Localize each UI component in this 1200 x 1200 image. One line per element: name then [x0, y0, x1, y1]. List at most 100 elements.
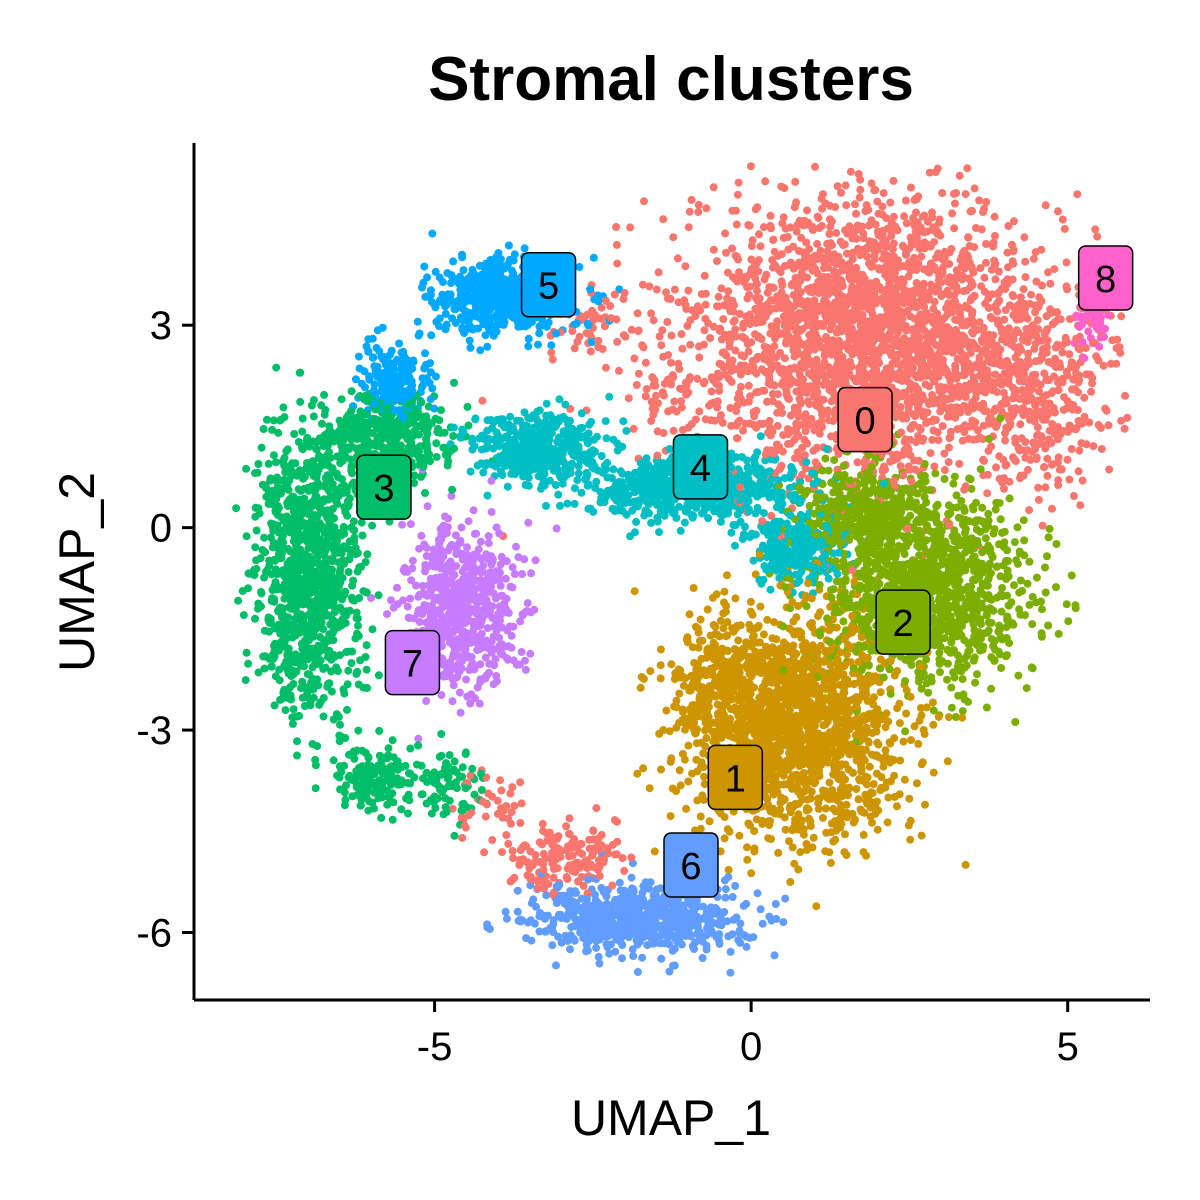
- point-cluster-0: [707, 387, 716, 396]
- point-cluster-3: [337, 395, 346, 404]
- point-cluster-0: [547, 348, 556, 357]
- point-cluster-6: [529, 895, 538, 904]
- point-cluster-0: [1058, 348, 1067, 357]
- point-cluster-1: [705, 817, 714, 826]
- point-cluster-0: [722, 248, 730, 257]
- point-cluster-0: [478, 396, 487, 405]
- point-cluster-3: [297, 684, 305, 693]
- point-cluster-5: [423, 273, 432, 282]
- point-cluster-1: [672, 696, 681, 705]
- point-cluster-1: [656, 674, 665, 683]
- point-cluster-6: [595, 959, 604, 968]
- point-cluster-0: [783, 233, 792, 241]
- point-cluster-1: [921, 800, 929, 809]
- point-cluster-4: [609, 465, 618, 474]
- point-cluster-3: [437, 730, 446, 738]
- point-cluster-7: [524, 518, 533, 527]
- point-cluster-4: [546, 411, 555, 420]
- point-cluster-5: [395, 339, 404, 348]
- point-cluster-1: [716, 616, 725, 625]
- point-cluster-1: [665, 727, 674, 736]
- point-cluster-1: [876, 688, 885, 697]
- point-cluster-0: [852, 209, 860, 218]
- point-cluster-5: [351, 375, 360, 384]
- point-cluster-4: [483, 491, 492, 500]
- point-cluster-3: [397, 805, 406, 814]
- point-cluster-0: [1043, 471, 1052, 480]
- point-cluster-3: [432, 452, 441, 461]
- point-cluster-1: [842, 851, 851, 859]
- point-cluster-6: [592, 943, 601, 952]
- point-cluster-3: [435, 416, 444, 425]
- point-cluster-0: [657, 341, 666, 350]
- point-cluster-5: [524, 334, 533, 343]
- point-cluster-1: [689, 584, 698, 592]
- point-cluster-0: [902, 219, 911, 228]
- point-cluster-2: [987, 618, 996, 627]
- point-cluster-4: [622, 426, 631, 435]
- point-cluster-0: [983, 489, 992, 498]
- point-cluster-0: [846, 167, 855, 176]
- point-cluster-1: [750, 827, 759, 835]
- point-cluster-5: [361, 383, 369, 392]
- point-cluster-3: [307, 401, 316, 410]
- point-cluster-3: [329, 756, 338, 765]
- point-cluster-0: [731, 325, 740, 334]
- point-cluster-0: [633, 309, 642, 318]
- point-cluster-0: [1020, 233, 1029, 242]
- point-cluster-1: [859, 830, 868, 839]
- point-cluster-5: [466, 343, 475, 352]
- point-cluster-0: [816, 246, 825, 255]
- point-cluster-0: [733, 190, 742, 199]
- point-cluster-0: [1080, 393, 1089, 402]
- point-cluster-4: [704, 514, 713, 523]
- point-cluster-0: [1019, 285, 1028, 294]
- point-cluster-0: [662, 288, 670, 297]
- point-cluster-1: [883, 818, 892, 827]
- point-cluster-5: [476, 346, 485, 355]
- point-cluster-0: [732, 220, 741, 229]
- point-cluster-0: [1009, 292, 1018, 301]
- point-cluster-0: [498, 848, 506, 857]
- chart-title: Stromal clusters: [428, 45, 914, 114]
- point-cluster-0: [700, 271, 709, 280]
- point-cluster-7: [523, 599, 532, 608]
- point-cluster-1: [899, 737, 908, 746]
- point-cluster-0: [1054, 207, 1062, 216]
- point-cluster-7: [508, 563, 517, 572]
- point-cluster-0: [1065, 315, 1074, 324]
- point-cluster-2: [1020, 536, 1029, 545]
- point-cluster-0: [709, 183, 718, 192]
- point-cluster-3: [347, 387, 356, 396]
- point-cluster-1: [724, 865, 733, 874]
- point-cluster-6: [638, 953, 647, 962]
- point-cluster-0: [739, 426, 748, 435]
- point-cluster-6: [513, 886, 522, 895]
- point-cluster-0: [641, 358, 650, 367]
- point-cluster-1: [698, 636, 707, 645]
- point-cluster-0: [1021, 257, 1030, 266]
- point-cluster-0: [780, 354, 789, 363]
- point-cluster-0: [744, 381, 753, 390]
- point-cluster-0: [1035, 387, 1044, 396]
- point-cluster-0: [791, 177, 800, 186]
- point-cluster-0: [955, 171, 964, 180]
- point-cluster-6: [779, 918, 788, 927]
- point-cluster-4: [597, 452, 606, 460]
- point-cluster-3: [242, 532, 251, 541]
- point-cluster-3: [274, 428, 283, 437]
- point-cluster-1: [852, 785, 861, 793]
- point-cluster-0: [611, 850, 620, 859]
- point-cluster-0: [951, 199, 959, 208]
- point-cluster-0: [955, 459, 964, 468]
- point-cluster-4: [561, 400, 570, 409]
- point-cluster-1: [692, 755, 701, 764]
- point-cluster-3: [293, 751, 301, 760]
- point-cluster-0: [652, 391, 660, 400]
- point-cluster-2: [950, 472, 959, 481]
- point-cluster-0: [1069, 492, 1078, 500]
- point-cluster-2: [990, 656, 999, 665]
- point-cluster-6: [771, 900, 780, 908]
- point-cluster-1: [656, 645, 665, 654]
- point-cluster-7: [393, 583, 401, 592]
